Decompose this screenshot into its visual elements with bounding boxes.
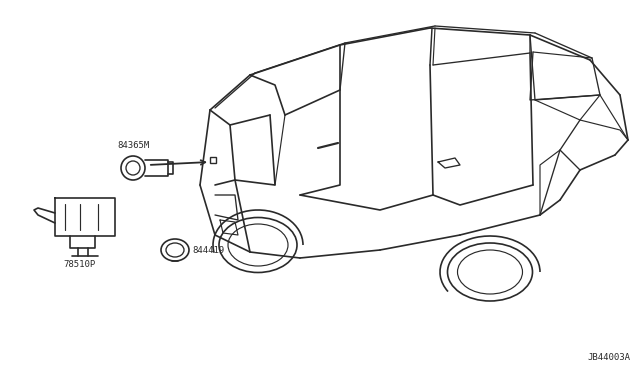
- Text: 78510P: 78510P: [64, 260, 96, 269]
- Text: JB44003A: JB44003A: [587, 353, 630, 362]
- Text: 84365M: 84365M: [117, 141, 149, 150]
- Text: 844419: 844419: [192, 246, 224, 254]
